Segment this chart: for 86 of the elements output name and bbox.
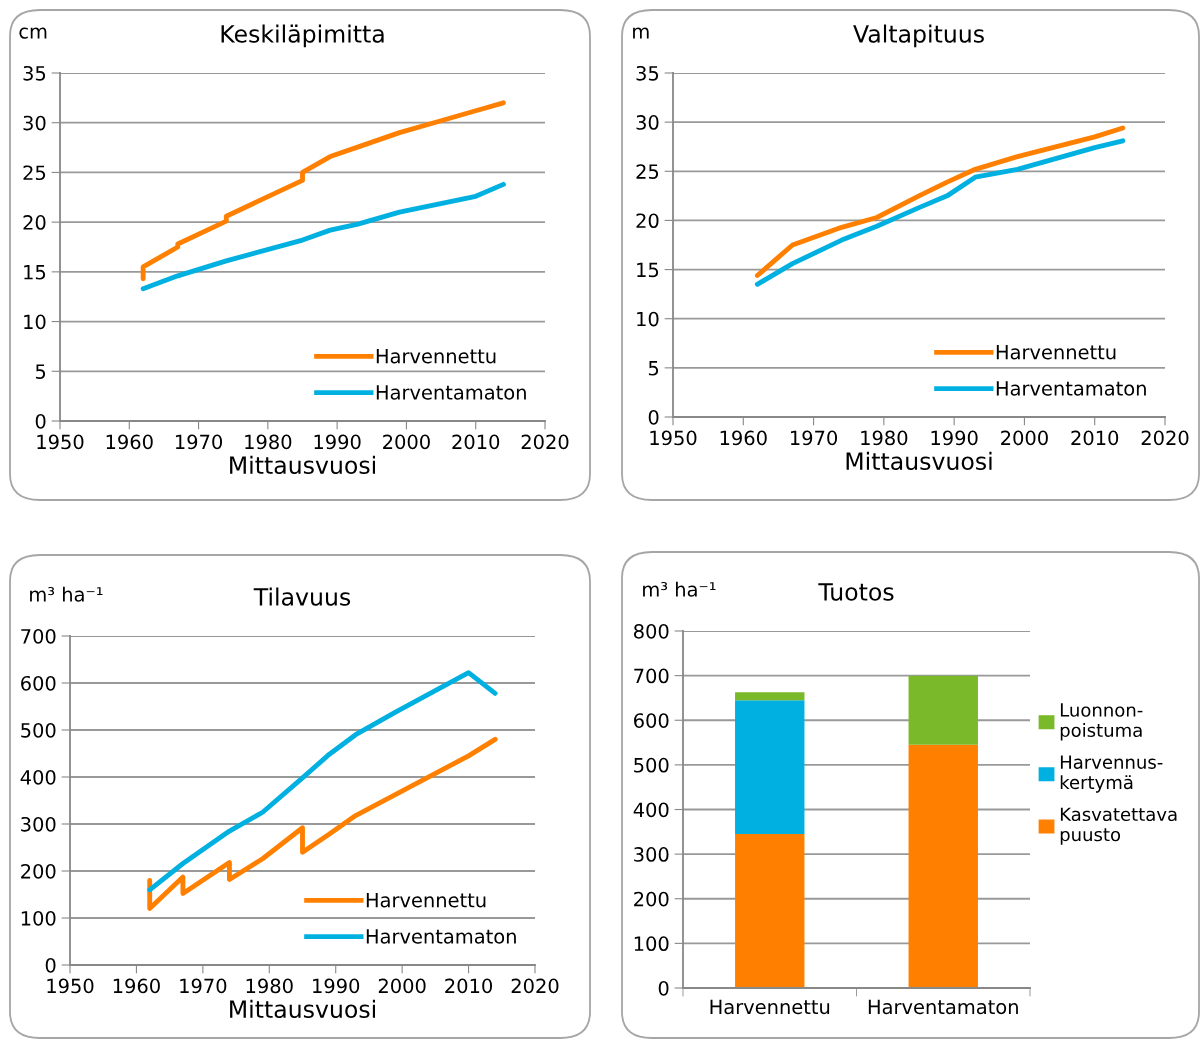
x-tick-label: 1970 <box>790 430 838 446</box>
y-tick-label: 800 <box>634 623 669 639</box>
legend-label: Luonnon- poistuma <box>1060 703 1143 741</box>
x-axis-title: Mittausvuosi <box>846 451 992 471</box>
y-tick-label: 500 <box>21 722 56 738</box>
y-tick-label: 300 <box>634 847 669 862</box>
legend-label: Harventamaton <box>366 929 516 944</box>
y-tick-label: 600 <box>21 675 56 691</box>
y-tick-label: 0 <box>35 413 46 429</box>
y-tick-label: 0 <box>658 980 669 996</box>
x-tick-label: 1960 <box>106 434 153 450</box>
line-series <box>140 100 506 282</box>
y-tick-label: 300 <box>21 816 56 832</box>
y-tick-label: 600 <box>634 713 669 728</box>
x-tick-label: 2020 <box>1141 430 1189 446</box>
y-tick-label: 20 <box>23 215 46 230</box>
x-tick-label: 1990 <box>314 434 361 450</box>
x-tick-label: 1990 <box>313 978 360 994</box>
y-tick-label: 5 <box>648 361 659 376</box>
y-tick-label: 700 <box>21 628 56 644</box>
bar <box>735 700 805 835</box>
legend-label: Harventamaton <box>996 381 1146 396</box>
x-tick-label: 1950 <box>650 430 697 446</box>
legend-label: Harvennettu <box>366 892 486 908</box>
y-tick-label: 200 <box>634 891 669 907</box>
y-tick-label: 10 <box>24 314 46 330</box>
line-series <box>140 181 506 292</box>
x-tick-label: 1950 <box>47 978 94 994</box>
y-tick-label: 10 <box>637 311 659 327</box>
y-tick-label: 5 <box>35 364 46 379</box>
x-tick-label: 2000 <box>383 434 430 450</box>
x-tick-label: 1990 <box>931 430 978 446</box>
x-tick-label: 1980 <box>861 430 908 446</box>
y-tick-label: 0 <box>45 957 56 973</box>
y-tick-label: 200 <box>21 863 56 879</box>
y-axis-title: cm <box>19 27 47 39</box>
y-tick-label: 30 <box>636 115 659 130</box>
y-tick-label: 100 <box>634 936 669 952</box>
y-tick-label: 30 <box>23 115 46 131</box>
x-tick-label: 1960 <box>720 430 767 446</box>
y-tick-label: 100 <box>21 910 56 926</box>
legend-label: Kasvatettava puusto <box>1060 807 1177 845</box>
x-tick-label: 1970 <box>175 434 223 450</box>
x-tick-label: 2010 <box>445 978 493 994</box>
x-tick-label: 2000 <box>1001 430 1048 446</box>
bar <box>735 692 805 701</box>
legend-label: Harvennus- kertymä <box>1060 755 1163 793</box>
bar <box>908 744 978 988</box>
y-axis-title: m³ ha⁻¹ <box>30 586 103 602</box>
line-series <box>147 670 498 893</box>
chart-title: Keskiläpimitta <box>221 24 384 48</box>
x-tick-label: 2010 <box>452 434 500 450</box>
chart-title: Valtapituus <box>853 24 984 48</box>
y-tick-label: 15 <box>637 262 659 278</box>
x-axis-title: Mittausvuosi <box>230 999 375 1019</box>
x-tick-label: 1970 <box>180 978 227 994</box>
y-tick-label: 25 <box>23 165 46 181</box>
y-axis-title: m <box>633 27 649 39</box>
y-axis-title: m³ ha⁻¹ <box>643 581 716 597</box>
x-tick-label: 2010 <box>1071 430 1119 446</box>
x-tick-label: 1980 <box>245 434 292 450</box>
x-tick-label: 1980 <box>246 978 293 994</box>
y-tick-label: 0 <box>648 409 659 425</box>
y-tick-label: 15 <box>24 265 46 280</box>
legend-label: Harventamaton <box>376 385 526 400</box>
x-tick-label: 1960 <box>113 978 160 994</box>
x-tick-label: 2020 <box>511 978 559 994</box>
y-tick-label: 500 <box>634 757 669 773</box>
y-tick-label: 35 <box>636 65 659 81</box>
x-tick-label: 2000 <box>378 978 426 994</box>
bar <box>908 675 978 745</box>
chart-title: Tuotos <box>818 583 894 601</box>
x-tick-label: 1950 <box>37 434 84 450</box>
x-tick-label: 2020 <box>521 434 569 450</box>
y-tick-label: 400 <box>20 769 56 785</box>
y-tick-label: 400 <box>633 802 669 818</box>
y-tick-label: 25 <box>636 164 659 179</box>
y-tick-label: 700 <box>634 668 669 684</box>
y-tick-label: 20 <box>636 213 659 229</box>
x-axis-title: Mittausvuosi <box>230 455 375 475</box>
legend-label: Harvennettu <box>996 344 1116 360</box>
legend-label: Harvennettu <box>376 348 496 364</box>
chart-title: Tilavuus <box>253 587 351 606</box>
bar <box>735 834 805 988</box>
line-series <box>147 736 498 912</box>
y-tick-label: 35 <box>23 65 46 81</box>
